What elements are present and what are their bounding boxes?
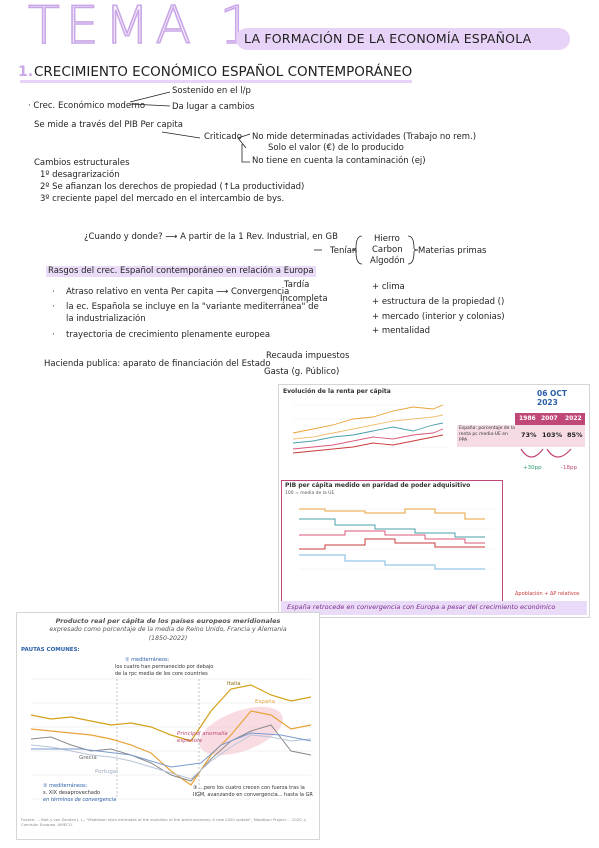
panel-producto-real: Producto real per cápita de los países e… [16,612,320,840]
note-carbon: Carbon [372,245,403,255]
note-materias: Materias primas [418,246,487,256]
note1-b: los cuatro han permanecido por debajo [115,664,214,670]
panel2-source: Fuente: ... Bolt y van Zanden J. L., "Ma… [21,817,307,827]
note3-a: ③ ...pero los cuatro crecen con fuerza t… [193,785,305,791]
note-cambios-title: Cambios estructurales [34,158,130,168]
note-trayectoria: trayectoria de crecimiento plenamente eu… [66,330,271,340]
note-cambio-2: 2º Se afianzan los derechos de propiedad… [40,182,305,192]
panel-renta: Evolución de la renta per cápita 06 OCT … [278,384,590,618]
note-sostenido: Sostenido en el l/p [172,86,251,96]
note2-a: ② mediterráneos: [43,783,88,789]
note1-c: de la rpc media de los core countries [115,671,208,677]
note-hierro: Hierro [374,234,400,244]
label-italia: Italia [227,681,241,687]
panel2-title-1: Producto real per cápita de los países e… [55,617,281,625]
brace-materias [314,235,419,265]
label-portugal: Portugal [95,769,118,775]
label-espana: España [255,699,276,705]
panel1-footer: España retrocede en convergencia con Eur… [287,603,556,611]
section-underline [20,80,412,83]
note-cambio-1: 1º desagrarización [40,170,120,180]
note1-a: ① mediterráneos: [125,657,170,663]
table-h1: 1986 [519,415,536,422]
note-estructura: + estructura de la propiedad () [372,297,505,307]
renta-line-chart [292,404,448,454]
note-atraso: Atraso relativo en venta Per capita ⟶ Co… [66,287,290,297]
bullet-3: · [52,330,55,340]
section-title: CRECIMIENTO ECONÓMICO ESPAÑOL CONTEMPORÁ… [34,64,413,80]
note-crit1: No mide determinadas actividades (Trabaj… [252,132,477,142]
table-h3: 2022 [565,415,582,422]
producto-real-chart [30,678,312,800]
tema-title: TEMA 1 [27,0,259,57]
panel2-title-3: (1850-2022) [148,635,188,642]
label-grecia: Grecia [79,755,97,761]
note3-b: IIGM, avanzando en convergencia... hasta… [193,792,313,798]
ppa-step-chart [299,508,495,570]
delta-down: -18pp [561,465,577,471]
note-mentalidad: + mentalidad [372,326,430,336]
panel2-pautas: PAUTAS COMUNES: [21,647,80,653]
note-recauda: Recauda impuestos [266,351,350,361]
table-v2: 103% [542,431,563,439]
note-crec-moderno: · Crec. Económico moderno [28,101,146,111]
delta-up: +30pp [523,465,542,471]
note-crit3: No tiene en cuenta la contaminación (ej) [252,156,426,166]
note-variante2: la industrialización [66,314,146,324]
note-algodon: Algodón [370,256,405,266]
note-hacienda: Hacienda publica: aparato de financiació… [44,359,271,369]
table-v1: 73% [521,431,537,439]
note-mercado: + mercado (interior y colonias) [372,312,505,322]
table-v3: 85% [567,431,583,439]
note-rasgos: Rasgos del crec. Español contemporáneo e… [46,266,316,277]
arrow-criticado [161,131,251,163]
delta-arcs [520,448,572,458]
subtitle-text: LA FORMACIÓN DE LA ECONOMÍA ESPAÑOLA [244,31,532,46]
label-anomalia: Principal anomalía española [177,731,228,744]
ppa-sub: 100 = media de la UE [285,491,335,496]
note-crit2: Solo el valor (€) de lo producido [268,143,404,153]
panel2-title-2: expresado como porcentaje de la media de… [49,626,287,633]
note-tardia: Tardía [284,280,310,290]
note2-c: en términos de convergencia [43,797,117,803]
note-variante1: la ec. Española se incluye en la "varian… [66,302,319,312]
section-number: 1. [18,64,34,80]
panel1-side-note: Δpoblación + ΔP relativos [515,591,580,597]
table-row-bg [457,425,585,447]
subtitle-banner [236,28,570,50]
note-lugar-cambios: Da lugar a cambios [172,102,255,112]
panel1-date: 06 OCT 2023 [537,389,568,407]
table-header-bg [515,413,585,425]
bullet-1: · [52,287,55,297]
note-gasta: Gasta (g. Público) [264,367,340,377]
note-clima: + clima [372,282,405,292]
note-tenian: Tenían [330,246,358,256]
bullet-2: · [52,302,55,312]
note2-b: s. XIX desaprovechado [43,790,101,796]
note-cuando: ¿Cuando y donde? ⟶ A partir de la 1 Rev.… [84,232,338,242]
ppa-title: PIB per cápita medido en paridad de pode… [285,482,471,489]
panel1-footer-bg [281,601,587,615]
arrows-crec [129,91,171,107]
note-incompleta: Incompleta [280,294,328,304]
table-row-label: España: porcentaje de la renta pc media-… [459,426,515,443]
note-cambio-3: 3º creciente papel del mercado en el int… [40,194,285,204]
panel1-title: Evolución de la renta per cápita [283,388,391,395]
table-h2: 2007 [541,415,558,422]
note-criticado: Criticado [204,132,242,142]
note-se-mide: Se mide a través del PIB Per capita [34,120,183,130]
